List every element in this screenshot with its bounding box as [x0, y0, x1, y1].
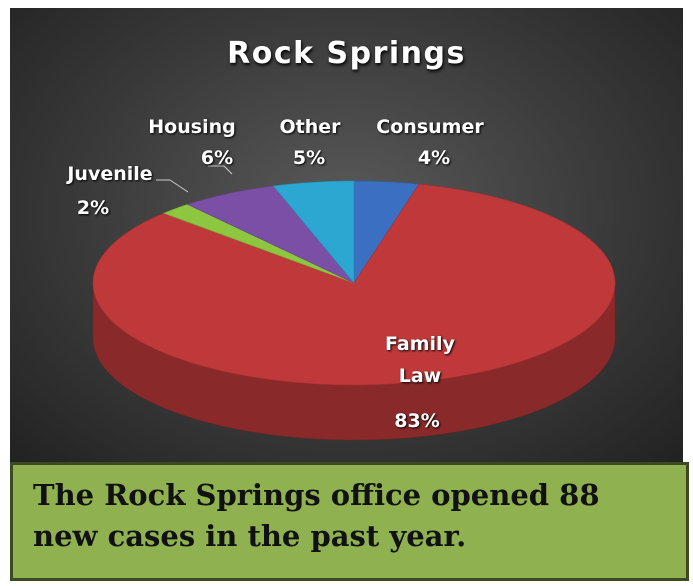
pie-slice: [272, 180, 355, 284]
slice-value-label: 4%: [417, 147, 451, 169]
pie-tops: [92, 180, 616, 386]
slice-label: Juvenile: [67, 163, 153, 185]
leader-line: [169, 179, 189, 193]
slice-value-label: 83%: [394, 410, 440, 432]
slice-value-label: 2%: [76, 197, 110, 219]
leader-line: [223, 165, 233, 175]
caption: The Rock Springs office opened 88 new ca…: [10, 462, 689, 581]
slice-label: Consumer: [376, 116, 484, 138]
pie-slice: [353, 180, 420, 285]
slice-label: Other: [279, 116, 341, 138]
chart-area: Rock Springs Consumer 4% Family Law 83% Juve…: [10, 8, 683, 462]
slice-value-label: 6%: [200, 147, 234, 169]
chart-title: Rock Springs: [227, 36, 466, 71]
slice-value-label: 5%: [292, 147, 326, 169]
slice-label: Family Law: [385, 333, 455, 387]
pie-slice: [162, 204, 355, 284]
pie-slice: [92, 183, 616, 386]
slice-label: Housing: [148, 116, 236, 138]
chart: [92, 165, 616, 441]
pie-slice: [186, 185, 355, 284]
